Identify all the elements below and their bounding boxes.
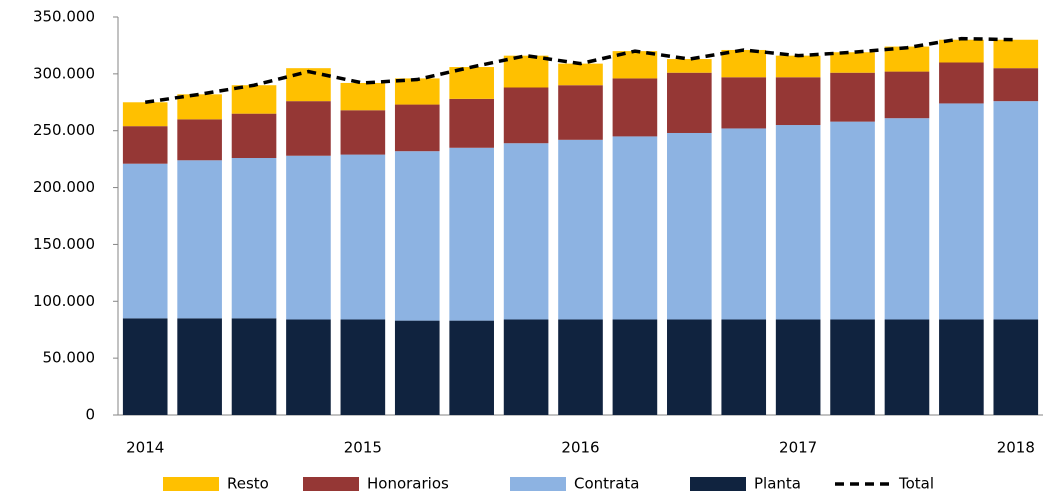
x-tick-label: 2017 xyxy=(779,439,817,457)
bar-segment xyxy=(394,78,440,105)
legend-marker xyxy=(163,477,219,491)
legend-marker xyxy=(690,477,746,491)
bar-segment xyxy=(286,155,331,320)
bar-segment xyxy=(830,121,875,320)
y-tick-label: 200.000 xyxy=(33,178,95,196)
bar-segment xyxy=(612,78,658,137)
bar-segment xyxy=(231,113,277,159)
bar-segment xyxy=(449,98,494,148)
bar-segment xyxy=(286,319,331,415)
bar-segment xyxy=(993,319,1039,415)
bar-segment xyxy=(286,101,331,156)
x-tick-label: 2016 xyxy=(561,439,599,457)
bar-segment xyxy=(721,319,767,415)
bar-segment xyxy=(340,319,386,415)
legend-label: Honorarios xyxy=(367,475,449,493)
bar-segment xyxy=(775,125,821,320)
bar-segment xyxy=(939,62,984,104)
legend-label: Total xyxy=(898,475,934,493)
legend-marker xyxy=(303,477,359,491)
bar-segment xyxy=(830,52,875,73)
bar-segment xyxy=(775,319,821,415)
total-line xyxy=(144,36,1016,105)
bar-segment xyxy=(993,101,1039,320)
bar-segment xyxy=(340,82,386,111)
bar-segment xyxy=(721,77,767,129)
bar-segment xyxy=(558,85,603,140)
bar-segment xyxy=(122,126,168,164)
bar-segment xyxy=(830,72,875,122)
bar-segment xyxy=(340,154,386,320)
bar-segment xyxy=(939,103,984,320)
bar-segment xyxy=(721,128,767,320)
bar-segment xyxy=(449,320,494,415)
y-tick-label: 50.000 xyxy=(43,349,96,367)
bar-segment xyxy=(231,158,277,319)
bar-segment xyxy=(939,39,984,63)
bar-segment xyxy=(177,318,222,415)
bar-segment xyxy=(775,55,821,78)
bar-segment xyxy=(612,319,658,415)
bar-segment xyxy=(667,132,712,320)
bar-segment xyxy=(993,39,1039,69)
bar-segment xyxy=(503,319,549,415)
bar-segment xyxy=(394,320,440,415)
legend-label: Contrata xyxy=(574,475,639,493)
bar-segment xyxy=(177,94,222,120)
bar-segment xyxy=(667,72,712,133)
bar-segment xyxy=(721,49,767,78)
bar-segment xyxy=(503,55,549,88)
bar-segment xyxy=(122,318,168,415)
bar-segment xyxy=(177,119,222,161)
y-tick-label: 300.000 xyxy=(33,64,95,82)
bar-segment xyxy=(231,318,277,415)
bar-segment xyxy=(884,319,930,415)
bar-segment xyxy=(394,151,440,321)
bar-segment xyxy=(884,46,930,72)
legend-marker xyxy=(510,477,566,491)
bar-segment xyxy=(177,160,222,319)
legend-label: Planta xyxy=(754,475,801,493)
y-tick-label: 250.000 xyxy=(33,121,95,139)
x-tick-label: 2018 xyxy=(997,439,1035,457)
y-tick-label: 100.000 xyxy=(33,292,95,310)
bar-segment xyxy=(449,67,494,99)
bar-segment xyxy=(775,77,821,126)
x-tick-label: 2015 xyxy=(344,439,382,457)
bar-segment xyxy=(884,71,930,119)
bar-segment xyxy=(667,59,712,73)
bar-segment xyxy=(558,319,603,415)
bar-segment xyxy=(340,110,386,155)
bar-segment xyxy=(993,68,1039,102)
y-tick-label: 350.000 xyxy=(33,8,95,26)
x-tick-label: 2014 xyxy=(126,439,164,457)
legend-label: Resto xyxy=(227,475,269,493)
bar-segment xyxy=(394,104,440,152)
bar-segment xyxy=(939,319,984,415)
y-tick-label: 0 xyxy=(85,406,95,424)
bar-segment xyxy=(122,102,168,127)
bar-segment xyxy=(449,147,494,321)
bar-segment xyxy=(612,136,658,320)
bar-segment xyxy=(122,163,168,319)
bar-segment xyxy=(558,139,603,320)
bar-segment xyxy=(503,143,549,320)
bar-segment xyxy=(503,87,549,144)
bar-segment xyxy=(830,319,875,415)
bar-segment xyxy=(231,85,277,114)
bar-segment xyxy=(667,319,712,415)
y-tick-label: 150.000 xyxy=(33,235,95,253)
bar-segment xyxy=(884,118,930,320)
bar-segment xyxy=(558,63,603,86)
